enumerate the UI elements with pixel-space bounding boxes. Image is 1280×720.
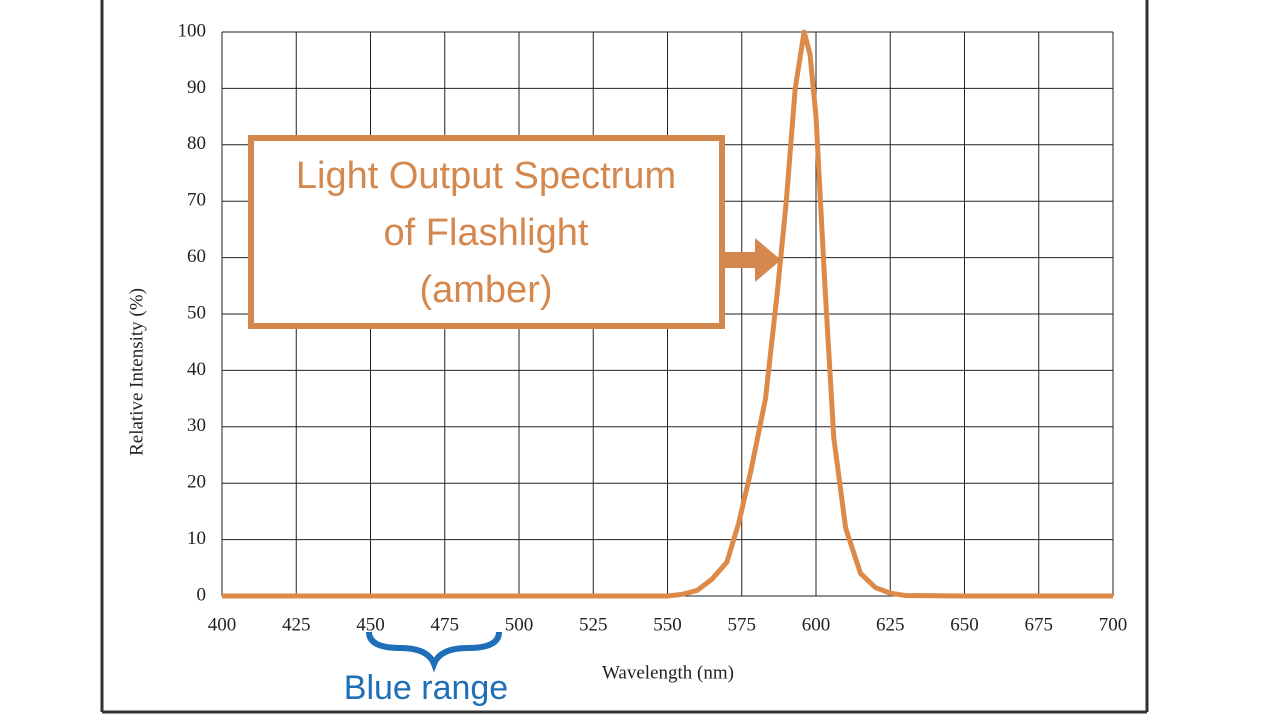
- x-tick-label: 600: [802, 614, 831, 635]
- x-tick-label: 500: [505, 614, 534, 635]
- y-tick-label: 60: [187, 246, 206, 267]
- x-tick-label: 450: [356, 614, 385, 635]
- plot: 0 10 20 30 40 50 60 70 80 90 100 400 425 450 475 500 525…: [178, 20, 1128, 635]
- annotation-line: Light Output Spectrum: [296, 155, 676, 197]
- y-tick-label: 40: [187, 359, 206, 380]
- x-tick-label: 525: [579, 614, 608, 635]
- y-tick-label: 20: [187, 472, 206, 493]
- x-tick-label: 575: [728, 614, 757, 635]
- annotation-line: (amber): [419, 269, 552, 311]
- x-tick-label: 675: [1025, 614, 1054, 635]
- x-tick-label: 700: [1099, 614, 1128, 635]
- y-tick-label: 70: [187, 190, 206, 211]
- y-tick-label: 10: [187, 528, 206, 549]
- y-tick-label: 100: [178, 20, 207, 41]
- y-tick-label: 30: [187, 415, 206, 436]
- y-tick-label: 90: [187, 77, 206, 98]
- x-tick-label: 650: [950, 614, 979, 635]
- range-label: Blue range: [344, 669, 508, 707]
- x-tick-label: 400: [208, 614, 237, 635]
- y-tick-label: 80: [187, 133, 206, 154]
- x-tick-label: 550: [653, 614, 682, 635]
- annotation-arrow: [724, 238, 781, 282]
- x-axis-label: Wavelength (nm): [602, 662, 734, 683]
- y-tick-label: 50: [187, 302, 206, 323]
- y-axis-label: Relative Intensity (%): [126, 288, 147, 456]
- annotation: Light Output Spectrum of Flashlight (amb…: [248, 135, 781, 329]
- x-tick-label: 475: [431, 614, 460, 635]
- range-brace: [366, 631, 502, 673]
- annotation-line: of Flashlight: [384, 212, 589, 254]
- annotation-box: [248, 135, 725, 329]
- x-tick-label: 625: [876, 614, 905, 635]
- line-series: [222, 29, 1113, 599]
- x-tick-label: 425: [282, 614, 311, 635]
- y-tick-label: 0: [197, 584, 207, 605]
